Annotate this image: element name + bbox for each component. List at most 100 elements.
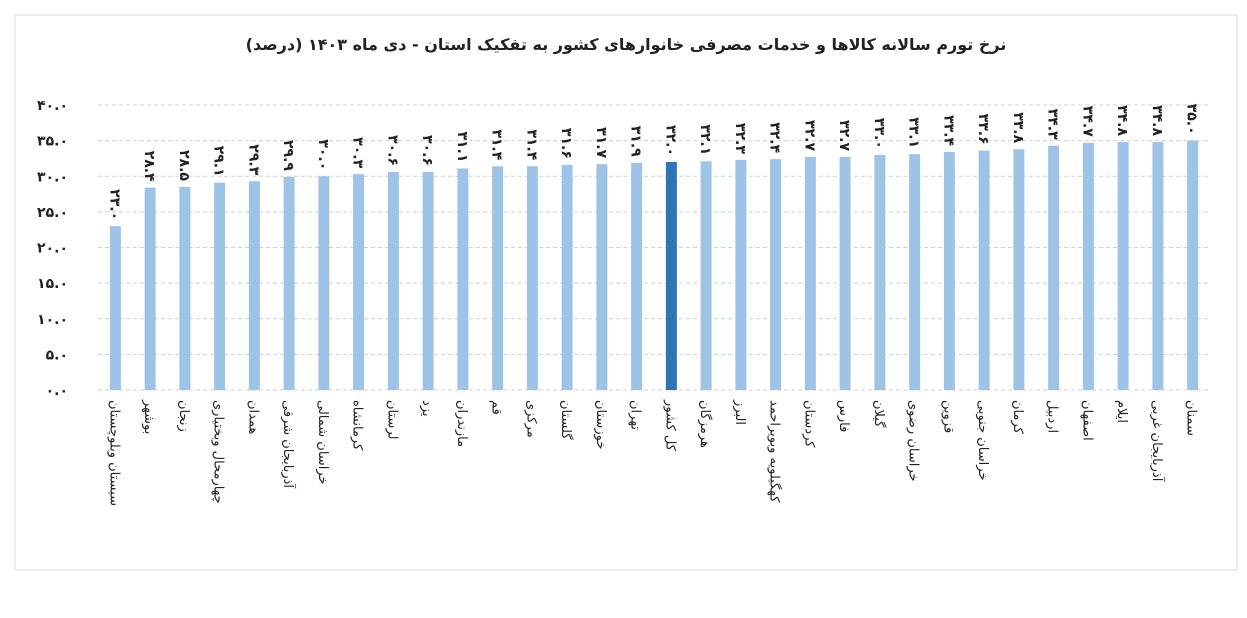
x-tick-label: مرکزی bbox=[523, 400, 538, 438]
x-tick-label: قم bbox=[489, 400, 504, 415]
bar bbox=[387, 171, 399, 390]
bar bbox=[283, 176, 295, 390]
value-label: ۳۴.۳ bbox=[1045, 109, 1061, 140]
x-tick-label: یزد bbox=[419, 400, 434, 417]
bar bbox=[561, 164, 573, 390]
value-label: ۳۰.۶ bbox=[384, 135, 400, 166]
bar bbox=[1013, 149, 1025, 390]
x-tick-label: آذربایجان غربی bbox=[1149, 400, 1166, 483]
value-label: ۳۱.۴ bbox=[523, 129, 539, 160]
value-label: ۳۱.۷ bbox=[593, 127, 609, 158]
x-tick-label: بوشهر bbox=[141, 399, 156, 434]
chart-title: نرخ تورم سالانه کالاها و خدمات مصرفی خان… bbox=[246, 35, 1007, 54]
value-label: ۳۲.۳ bbox=[732, 123, 748, 154]
bar bbox=[1117, 142, 1129, 390]
bar bbox=[839, 157, 851, 390]
x-tick-label: اردبیل bbox=[1045, 400, 1060, 433]
value-label: ۳۰.۳ bbox=[350, 137, 366, 168]
bar bbox=[874, 154, 886, 390]
value-label: ۳۴.۷ bbox=[1079, 106, 1095, 137]
bar bbox=[457, 168, 469, 390]
value-label: ۳۳.۴ bbox=[940, 115, 956, 146]
bar bbox=[214, 182, 226, 390]
x-tick-label: خراسان جنوبی bbox=[975, 400, 990, 480]
x-tick-label: گیلان bbox=[871, 400, 887, 428]
value-label: ۲۳.۰ bbox=[106, 189, 122, 220]
y-tick-label: ۱۰.۰ bbox=[37, 312, 68, 328]
x-tick-label: سمنان bbox=[1184, 400, 1199, 436]
x-tick-label: چهارمحال وبختیاری bbox=[211, 400, 226, 504]
value-label: ۳۲.۱ bbox=[697, 124, 713, 155]
value-label: ۳۴.۸ bbox=[1149, 105, 1165, 136]
value-label: ۳۵.۰ bbox=[1184, 104, 1200, 135]
x-tick-label: تهران bbox=[628, 400, 643, 430]
bar bbox=[735, 159, 747, 390]
bar bbox=[179, 186, 191, 390]
value-label: ۲۹.۹ bbox=[280, 140, 296, 171]
value-label: ۲۹.۱ bbox=[211, 146, 227, 177]
x-tick-label: کرمانشاه bbox=[350, 400, 365, 451]
value-label: ۳۱.۹ bbox=[628, 126, 644, 157]
value-label: ۳۰.۶ bbox=[419, 135, 435, 166]
value-label: ۳۱.۱ bbox=[454, 131, 470, 162]
bar bbox=[318, 176, 330, 390]
bar bbox=[144, 187, 156, 390]
bar bbox=[596, 164, 608, 390]
bar bbox=[631, 162, 643, 390]
bar bbox=[422, 171, 434, 390]
value-label: ۳۳.۱ bbox=[906, 117, 922, 148]
bar bbox=[248, 181, 260, 390]
bar bbox=[770, 159, 782, 390]
x-tick-label: خراسان رضوی bbox=[906, 400, 921, 482]
x-tick-label: فارس bbox=[836, 400, 851, 432]
x-tick-label: مازندران bbox=[454, 400, 469, 447]
value-label: ۳۲.۰ bbox=[662, 125, 678, 156]
value-label: ۳۴.۸ bbox=[1114, 105, 1130, 136]
bar bbox=[353, 174, 365, 390]
value-label: ۳۲.۷ bbox=[836, 120, 852, 151]
y-tick-label: ۳۰.۰ bbox=[37, 169, 68, 185]
value-label: ۲۹.۳ bbox=[245, 144, 261, 175]
x-tick-label: ایلام bbox=[1114, 400, 1129, 423]
value-label: ۳۲.۴ bbox=[767, 122, 783, 153]
value-label: ۳۳.۰ bbox=[871, 118, 887, 149]
y-tick-label: ۴۰.۰ bbox=[37, 98, 68, 114]
y-tick-label: ۵.۰ bbox=[46, 347, 68, 363]
value-label: ۳۳.۶ bbox=[975, 114, 991, 145]
bar bbox=[109, 226, 121, 390]
bar bbox=[665, 162, 677, 390]
x-tick-label: اصفهان bbox=[1079, 400, 1094, 441]
value-label: ۳۳.۸ bbox=[1010, 112, 1026, 143]
x-tick-label: کرمان bbox=[1010, 400, 1025, 435]
x-tick-label: خراسان شمالی bbox=[315, 400, 330, 485]
y-tick-label: ۲۰.۰ bbox=[37, 241, 68, 257]
x-tick-label: البرز bbox=[732, 399, 747, 425]
y-tick-label: ۳۵.۰ bbox=[37, 134, 68, 150]
value-label: ۳۰.۰ bbox=[315, 139, 331, 170]
y-tick-label: ۰.۰ bbox=[46, 383, 68, 399]
bar bbox=[526, 166, 538, 390]
x-tick-label: هرمزگان bbox=[697, 400, 713, 448]
value-label: ۳۱.۴ bbox=[489, 129, 505, 160]
bar bbox=[1187, 140, 1199, 390]
bar bbox=[1082, 142, 1094, 390]
x-tick-label: لرستان bbox=[384, 400, 399, 439]
y-tick-label: ۱۵.۰ bbox=[37, 276, 68, 292]
value-label: ۲۸.۴ bbox=[141, 151, 157, 182]
x-tick-label: خوزستان bbox=[593, 400, 608, 449]
x-tick-label: همدان bbox=[245, 400, 260, 434]
bar bbox=[492, 166, 504, 390]
bar bbox=[700, 161, 712, 390]
bar bbox=[943, 152, 955, 390]
bar bbox=[909, 154, 921, 390]
x-tick-label: آذربایجان شرقی bbox=[280, 400, 297, 489]
bar bbox=[1152, 142, 1164, 390]
x-tick-label: سیستان وبلوچستان bbox=[106, 400, 121, 506]
value-label: ۲۸.۵ bbox=[176, 150, 192, 181]
bar bbox=[804, 157, 816, 390]
x-tick-label: گلستان bbox=[558, 400, 574, 440]
x-tick-label: زنجان bbox=[176, 400, 191, 432]
bar bbox=[978, 150, 990, 390]
x-tick-label: قزوین bbox=[940, 400, 955, 433]
